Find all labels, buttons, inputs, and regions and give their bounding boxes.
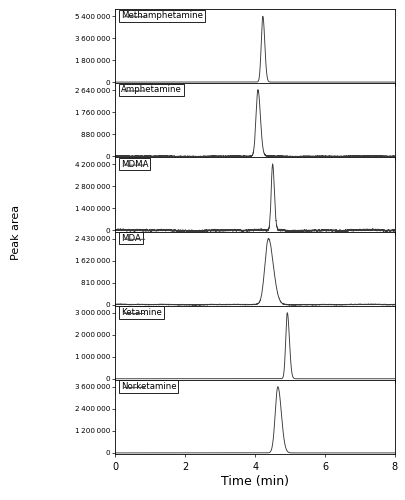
Text: Peak area: Peak area (11, 205, 21, 260)
Text: Norketamine: Norketamine (121, 382, 177, 391)
X-axis label: Time (min): Time (min) (221, 475, 289, 488)
Text: Methamphetamine: Methamphetamine (121, 11, 203, 20)
Text: MDA: MDA (121, 234, 141, 242)
Text: Amphetamine: Amphetamine (121, 86, 182, 94)
Text: MDMA: MDMA (121, 160, 149, 168)
Text: Ketamine: Ketamine (121, 308, 162, 317)
